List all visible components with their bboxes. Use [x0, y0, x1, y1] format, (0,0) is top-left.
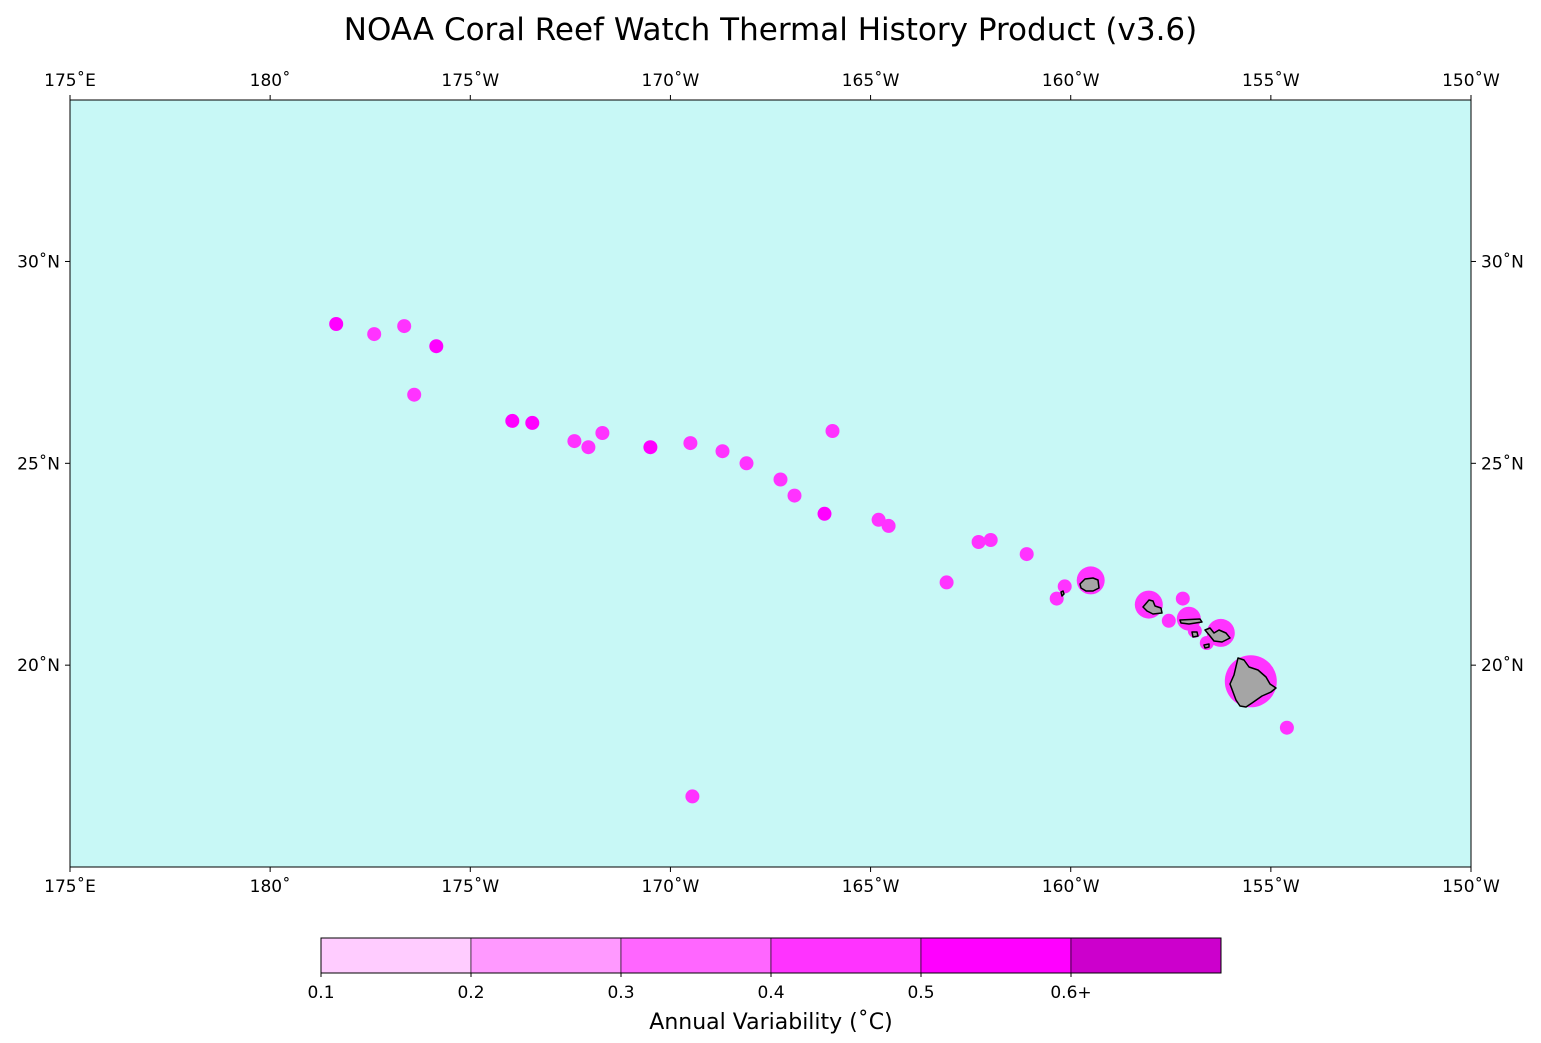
chart-title: NOAA Coral Reef Watch Thermal History Pr… [343, 12, 1198, 48]
island-kauai [1079, 577, 1100, 592]
lon-tick-label: 150˚W [1442, 70, 1500, 91]
lon-tick-label: 175˚W [441, 876, 499, 897]
reef-raita-bank [567, 434, 582, 449]
reef-twin-banks-2 [881, 518, 896, 533]
reef-bank-3 [1019, 547, 1034, 562]
colorbar-swatch [770, 937, 922, 974]
lon-tick-label: 165˚W [842, 70, 900, 91]
colorbar-swatch [620, 937, 772, 974]
colorbar-swatch [320, 937, 472, 974]
reef-nihoa-2 [983, 533, 998, 547]
reef-lisianski [407, 387, 422, 402]
island-oahu [1142, 599, 1163, 615]
ocean-area [70, 100, 1471, 867]
lat-tick-label: 25˚N [1481, 453, 1524, 474]
reef-niihau [1057, 579, 1072, 594]
reef-gardner-pinnacles [643, 440, 658, 455]
colorbar-swatch [470, 937, 622, 974]
reef-kure [329, 317, 344, 331]
island-hawaii [1229, 657, 1277, 708]
colorbar-tick-label: 0.1 [307, 983, 334, 1003]
reef-johnston-atoll [685, 789, 700, 804]
colorbar-tick-label: 0.2 [457, 983, 484, 1003]
lon-tick-label: 155˚W [1242, 876, 1300, 897]
lat-tick-label: 20˚N [17, 655, 60, 676]
lon-tick-label: 155˚W [1242, 70, 1300, 91]
reef-molokai-2 [1175, 591, 1190, 606]
lon-tick-label: 175˚E [44, 876, 96, 897]
reef-bank-2 [825, 424, 840, 438]
island-kahoolawe [1203, 643, 1210, 649]
lon-ticks-top: 175˚E 180˚ 175˚W 170˚W 165˚W 160˚W 155˚W 150˚W [44, 70, 1500, 100]
lat-ticks-left: 30˚N 25˚N 20˚N [17, 251, 70, 676]
colorbar-tick-label: 0.4 [757, 983, 784, 1003]
reef-kaula [1049, 591, 1064, 606]
lon-tick-label: 165˚W [842, 876, 900, 897]
reef-bank-4 [939, 575, 954, 590]
lon-ticks-bottom: 175˚E 180˚ 175˚W 170˚W 165˚W 160˚W 155˚W 150˚W [44, 867, 1500, 897]
map-frame [69, 99, 1472, 868]
colorbar-swatch [920, 937, 1072, 974]
reef-twin-banks [871, 512, 886, 527]
colorbar-tick-label: 0.3 [607, 983, 634, 1003]
reef-kahoolawe [1199, 636, 1214, 650]
reef-midway [367, 327, 382, 342]
reef-cross-seamount [1279, 720, 1294, 735]
lon-tick-label: 175˚W [441, 70, 499, 91]
lon-tick-label: 180˚ [250, 876, 291, 897]
island-niihau [1060, 590, 1065, 597]
colorbar: 0.1 0.2 0.3 0.4 0.5 0.6+ [307, 937, 1222, 1003]
reef-french-frigate-shoals-2 [787, 488, 802, 503]
lat-ticks-right: 30˚N 25˚N 20˚N [1471, 251, 1524, 676]
colorbar-tick-label: 0.6+ [1050, 983, 1091, 1003]
lat-tick-label: 30˚N [1481, 251, 1524, 272]
lat-tick-label: 25˚N [17, 453, 60, 474]
reef-bank-1 [739, 456, 754, 471]
lat-tick-label: 30˚N [17, 251, 60, 272]
reef-gambia-shoal [397, 319, 412, 334]
reef-french-frigate-shoals [773, 472, 788, 487]
reef-nihoa [971, 535, 986, 549]
lon-tick-label: 180˚ [250, 70, 291, 91]
island-maui [1204, 627, 1231, 643]
reef-necker [817, 506, 832, 521]
reef-raita-bank-2 [581, 440, 596, 455]
reef-pioneer-bank [595, 426, 610, 440]
reef-laysan [505, 413, 520, 428]
reef-brooks-bank [715, 444, 730, 459]
lat-tick-label: 20˚N [1481, 655, 1524, 676]
lon-tick-label: 170˚W [642, 876, 700, 897]
lon-tick-label: 175˚E [44, 70, 96, 91]
island-lanai [1191, 631, 1199, 638]
island-molokai [1179, 618, 1203, 625]
reef-st-rogatien-bank [683, 436, 698, 451]
reef-penguin-bank [1161, 613, 1176, 628]
lon-tick-label: 160˚W [1042, 876, 1100, 897]
reef-pearl-and-hermes [429, 339, 444, 354]
land-layer [1060, 577, 1277, 708]
colorbar-swatch [1070, 937, 1222, 974]
lon-tick-label: 150˚W [1442, 876, 1500, 897]
lon-tick-label: 160˚W [1042, 70, 1100, 91]
reef-maro-reef [525, 415, 540, 430]
colorbar-tick-label: 0.5 [907, 983, 934, 1003]
lon-tick-label: 170˚W [642, 70, 700, 91]
colorbar-label: Annual Variability (˚C) [649, 1010, 892, 1035]
